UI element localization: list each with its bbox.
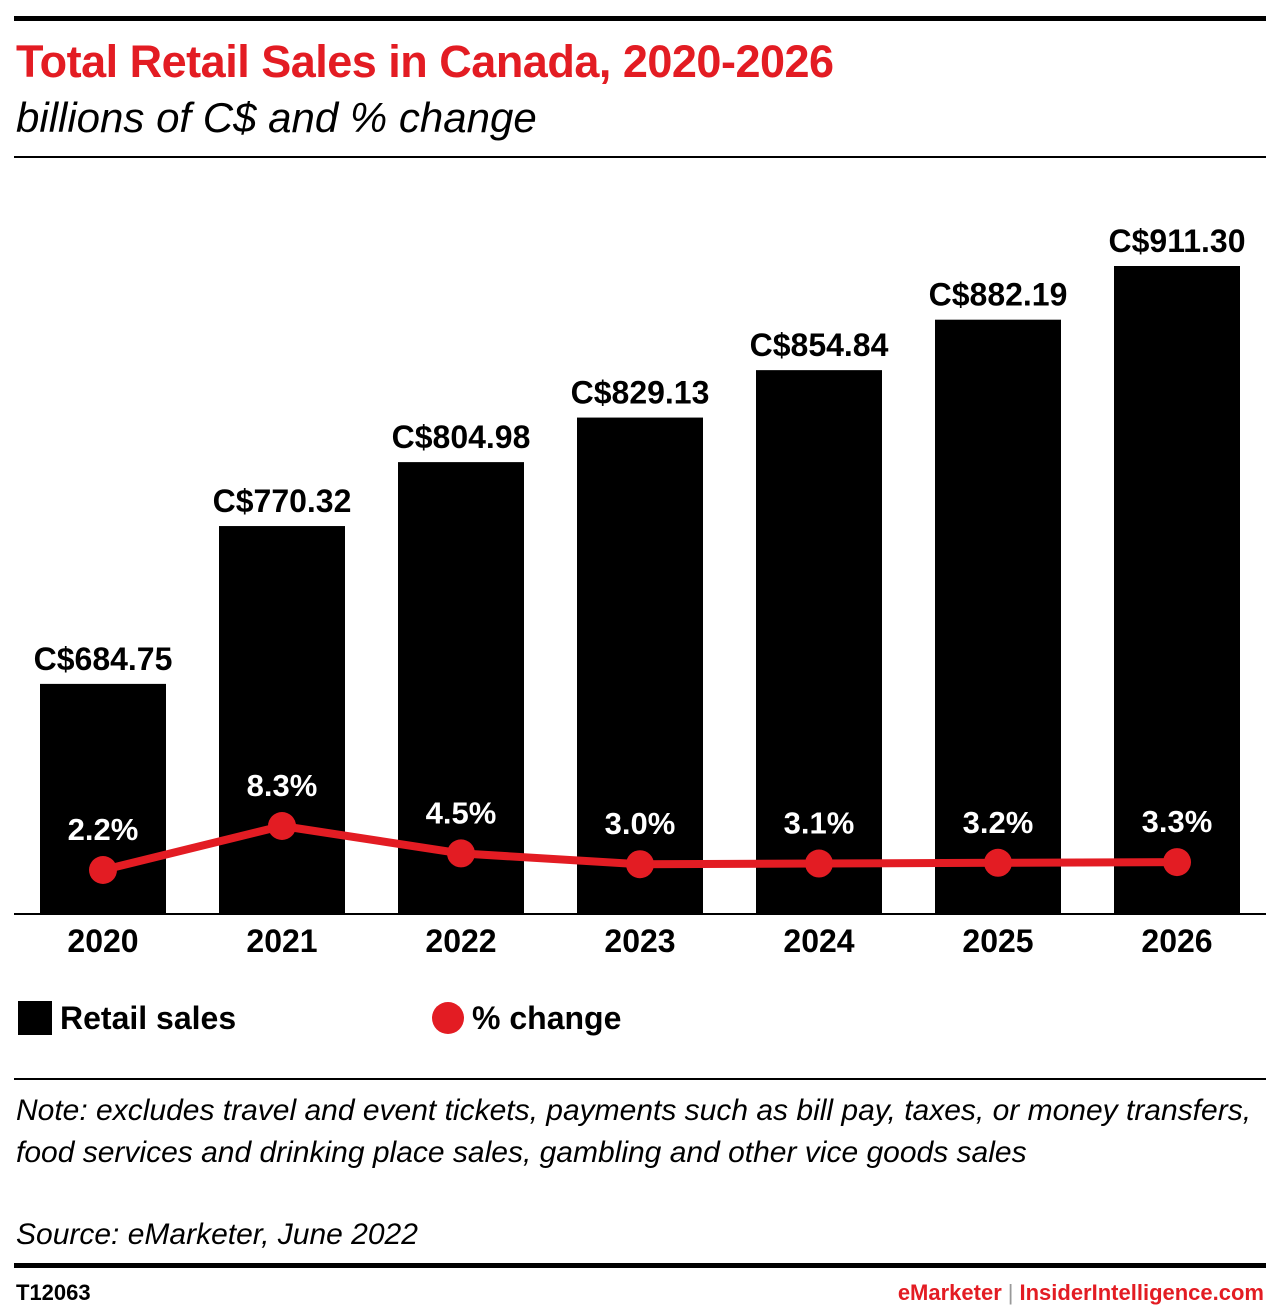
chart-note: Note: excludes travel and event tickets,… (16, 1094, 1252, 1169)
percent-change-point-2023 (626, 850, 654, 879)
bar-value-label: C$854.84 (750, 327, 889, 363)
brand-separator: | (1007, 1280, 1014, 1305)
legend-label-percent-change: % change (472, 1000, 622, 1036)
legend-swatch-bar (18, 1001, 52, 1035)
bar-value-label: C$804.98 (392, 419, 531, 455)
bar-2025 (935, 319, 1061, 914)
percent-change-point-2022 (447, 839, 475, 868)
chart-area: C$684.75 2020 C$770.32 2021 C$804.98 2022 C$82… (14, 223, 1266, 959)
x-tick-label: 2022 (425, 923, 496, 959)
bar-value-label: C$829.13 (571, 375, 710, 411)
chart-title: Total Retail Sales in Canada, 2020-2026 (16, 36, 834, 87)
legend-swatch-dot (432, 1002, 464, 1034)
percent-change-label: 3.3% (1142, 804, 1213, 839)
bar-value-label: C$911.30 (1108, 223, 1245, 259)
x-tick-label: 2021 (246, 923, 317, 959)
bar-2021 (219, 526, 345, 914)
chart-id: T12063 (16, 1280, 91, 1305)
x-tick-label: 2024 (783, 923, 854, 959)
bar-2022 (398, 462, 524, 914)
bar-value-label: C$770.32 (213, 483, 352, 519)
legend-item-percent-change: % change (432, 998, 621, 1038)
bar-2026 (1114, 266, 1240, 914)
x-tick-label: 2025 (962, 923, 1033, 959)
bar-value-label: C$882.19 (929, 277, 1068, 313)
title-rule (14, 156, 1266, 158)
percent-change-point-2020 (89, 856, 117, 884)
line-layer (89, 812, 1191, 884)
percent-change-point-2021 (268, 812, 296, 840)
labels-layer: C$684.75 2020 C$770.32 2021 C$804.98 2022 C$82… (34, 223, 1246, 959)
chart-subtitle: billions of C$ and % change (16, 94, 537, 141)
note-rule (14, 1078, 1266, 1080)
percent-change-label: 4.5% (426, 795, 497, 830)
footer-rule (14, 1263, 1266, 1268)
x-tick-label: 2020 (67, 923, 138, 959)
footer-brand: eMarketer | InsiderIntelligence.com (898, 1280, 1264, 1306)
percent-change-label: 3.1% (784, 806, 855, 841)
brand-emarketer: eMarketer (897, 1280, 1002, 1305)
legend-item-retail-sales: Retail sales (18, 998, 236, 1038)
percent-change-label: 3.2% (963, 805, 1034, 840)
top-rule (14, 16, 1266, 21)
percent-change-label: 8.3% (247, 768, 318, 803)
brand-insider-intelligence: InsiderIntelligence.com (1019, 1280, 1264, 1305)
percent-change-point-2024 (805, 849, 833, 878)
bar-2023 (577, 417, 703, 914)
bar-2024 (756, 370, 882, 914)
percent-change-label: 3.0% (605, 806, 676, 841)
legend-label-retail-sales: Retail sales (60, 1000, 237, 1036)
percent-change-point-2025 (984, 848, 1012, 877)
bars-layer (40, 266, 1240, 914)
chart-source: Source: eMarketer, June 2022 (16, 1218, 418, 1251)
percent-change-point-2026 (1163, 848, 1191, 877)
x-tick-label: 2023 (604, 923, 675, 959)
x-tick-label: 2026 (1141, 923, 1212, 959)
percent-change-label: 2.2% (68, 812, 139, 847)
bar-value-label: C$684.75 (34, 641, 173, 677)
